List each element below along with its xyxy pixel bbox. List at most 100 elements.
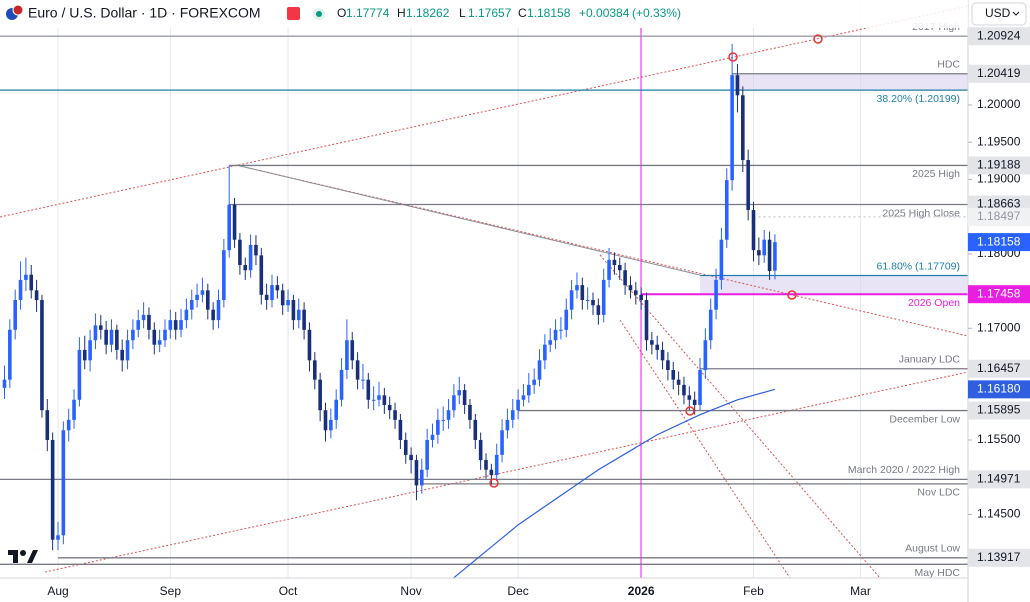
candle-body <box>120 349 124 361</box>
currency-button[interactable] <box>971 2 1027 26</box>
candle-body <box>163 329 167 341</box>
candle-body <box>259 255 264 295</box>
candle-body <box>323 410 328 431</box>
candle-body <box>345 340 349 370</box>
price-label-box <box>968 285 1030 304</box>
candle-body <box>18 279 23 301</box>
candle-body <box>703 340 708 370</box>
level-label: 61.80% (1.17709) <box>877 260 960 272</box>
price-label: 1.13917 <box>977 550 1021 564</box>
candle-body <box>45 410 50 440</box>
candle-body <box>623 270 627 286</box>
candle-body <box>660 349 665 361</box>
candle-body <box>50 439 55 540</box>
candle-body <box>532 379 536 385</box>
candle-body <box>462 390 467 405</box>
flag-button[interactable] <box>287 7 300 20</box>
zone <box>732 73 968 91</box>
candle-body <box>109 329 114 345</box>
candle-body <box>243 265 248 271</box>
candle-body <box>751 209 756 251</box>
candle-body <box>425 439 429 470</box>
candle-body <box>505 419 510 431</box>
time-axis: Aug Sep Oct Nov Dec 2026 Feb Mar <box>47 584 871 598</box>
candle-body <box>682 384 686 396</box>
dropdown-arrow <box>1012 11 1020 16</box>
candle-body <box>291 300 296 321</box>
candle-body <box>88 340 92 361</box>
candle-body <box>601 279 606 315</box>
level-label: 2026 Open <box>908 297 960 309</box>
candle-body <box>275 285 280 291</box>
trend-line <box>0 5 969 218</box>
price-label-box <box>968 401 1030 420</box>
candle-body <box>484 460 488 470</box>
candle-body <box>115 329 119 350</box>
candle-body <box>222 250 226 301</box>
candle-body <box>430 434 435 440</box>
candle-body <box>559 329 563 331</box>
candle-body <box>446 410 451 420</box>
candle-body <box>436 419 440 435</box>
trend-line <box>599 254 881 579</box>
ohlc-value: 1.17657 <box>468 6 512 20</box>
candle-body <box>93 325 98 341</box>
candle-body <box>698 369 702 405</box>
candle-body <box>767 239 772 271</box>
candle-body <box>719 239 724 280</box>
ohlc-label: O <box>337 6 346 20</box>
marker <box>728 52 738 62</box>
price-label: 1.18497 <box>977 209 1021 223</box>
candle-body <box>157 340 162 345</box>
candle-body <box>420 469 424 486</box>
symbol-title: Euro / U.S. Dollar · 1D · FOREXCOM <box>28 5 261 21</box>
candle-body <box>329 419 333 431</box>
candle-body <box>580 285 585 301</box>
ohlc-label: H <box>397 6 406 20</box>
candle-body <box>184 309 189 321</box>
markers <box>489 34 823 488</box>
candle-body <box>612 259 617 266</box>
candle-body <box>141 314 146 321</box>
level-label: HDC <box>937 59 960 71</box>
candle-body <box>377 395 381 400</box>
candle-body <box>585 300 590 302</box>
marker <box>813 34 823 44</box>
candle-body <box>173 320 178 330</box>
candle-body <box>56 535 60 540</box>
candle-body <box>264 294 269 301</box>
currency: USD <box>985 6 1011 20</box>
candle-body <box>232 204 237 240</box>
price-label: 1.18663 <box>977 197 1021 211</box>
candle-body <box>24 274 28 280</box>
candle-body <box>617 265 622 271</box>
y-tick-label: 1.15500 <box>977 432 1021 446</box>
candle-body <box>98 325 103 330</box>
candle-body <box>708 309 713 341</box>
price-label-box <box>968 233 1030 252</box>
candle-body <box>634 290 638 295</box>
candle-body <box>66 419 71 431</box>
candle-body <box>666 360 670 370</box>
price-label-box <box>968 548 1030 567</box>
candle-body <box>741 95 745 161</box>
candle-body <box>692 399 697 405</box>
candle-body <box>318 379 322 411</box>
candle-body <box>147 314 151 330</box>
level-label: January LDC <box>899 354 961 366</box>
candle-body <box>510 410 515 420</box>
price-label: 1.20924 <box>977 28 1021 42</box>
candle-body <box>296 309 301 321</box>
level-label: March 2020 / 2022 High <box>848 464 960 476</box>
candle-body <box>687 395 692 400</box>
candle-body <box>473 419 478 440</box>
status-dot <box>316 11 322 17</box>
drawings <box>0 5 969 579</box>
candle-body <box>248 244 253 271</box>
moving-average <box>453 388 776 579</box>
candle-body <box>521 395 526 400</box>
ohlc-label: L <box>459 6 466 20</box>
candle-body <box>409 454 413 461</box>
candle-body <box>302 309 306 330</box>
